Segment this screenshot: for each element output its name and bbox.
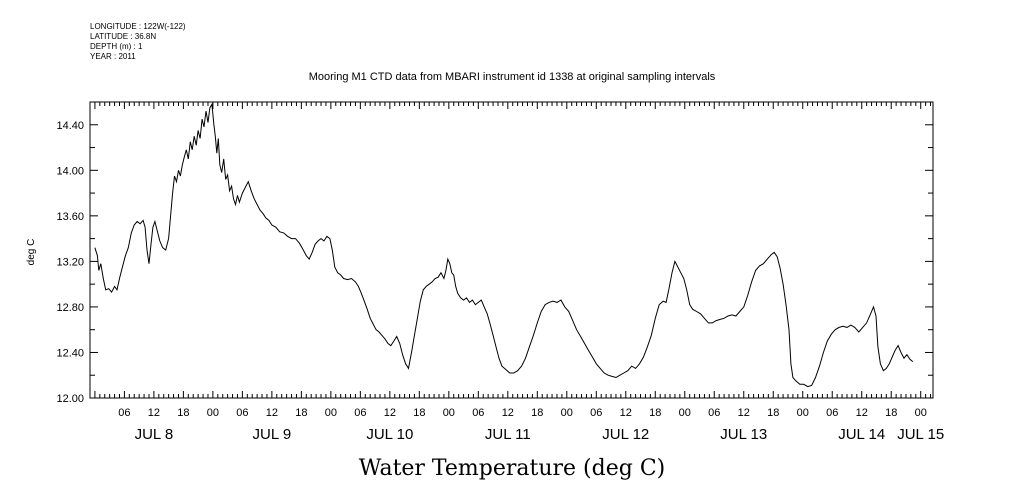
x-day-label: JUL 8	[135, 426, 174, 443]
y-tick-label: 12.00	[56, 393, 84, 405]
x-hour-label: 12	[856, 407, 868, 419]
x-hour-label: 18	[885, 407, 897, 419]
x-hour-label: 12	[738, 407, 750, 419]
x-hour-label: 00	[679, 407, 691, 419]
x-hour-label: 06	[472, 407, 484, 419]
x-hour-label: 12	[620, 407, 632, 419]
x-hour-label: 12	[502, 407, 514, 419]
x-hour-label: 06	[826, 407, 838, 419]
x-day-label: JUL 11	[485, 426, 531, 443]
axis-tick-labels: 12.00 12.40 12.80 13.20 13.60 14.00 14.40 06 12 1…	[56, 120, 944, 443]
x-hour-label: 18	[531, 407, 543, 419]
x-day-label: JUL 9	[253, 426, 292, 443]
x-hour-label: 06	[590, 407, 602, 419]
x-hour-label: 06	[118, 407, 130, 419]
x-hour-label: 00	[561, 407, 573, 419]
x-hour-label: 18	[649, 407, 661, 419]
x-hour-label: 18	[767, 407, 779, 419]
y-tick-label: 12.40	[56, 347, 84, 359]
x-day-label: JUL 15	[897, 426, 944, 443]
x-hour-label: 12	[384, 407, 396, 419]
longitude-label: LONGITUDE : 122W(-122)	[90, 22, 186, 31]
x-axis-label: Water Temperature (deg C)	[359, 456, 666, 481]
x-day-label: JUL 14	[838, 426, 885, 443]
x-hour-label: 00	[443, 407, 455, 419]
x-hour-label: 06	[708, 407, 720, 419]
x-day-label: JUL 12	[602, 426, 649, 443]
x-hour-label: 00	[797, 407, 809, 419]
y-tick-label: 14.00	[56, 165, 84, 177]
y-tick-label: 13.20	[56, 256, 84, 268]
axis-ticks	[89, 101, 933, 399]
year-label: YEAR : 2011	[90, 52, 136, 61]
x-hour-label: 00	[207, 407, 219, 419]
plot-frame	[89, 101, 934, 399]
x-hour-label: 18	[295, 407, 307, 419]
y-tick-label: 13.60	[56, 211, 84, 223]
y-tick-label: 12.80	[56, 302, 84, 314]
x-hour-label: 18	[413, 407, 425, 419]
depth-label: DEPTH (m) : 1	[90, 42, 143, 51]
x-day-label: JUL 13	[720, 426, 767, 443]
x-hour-label: 06	[236, 407, 248, 419]
x-day-label: JUL 10	[366, 426, 413, 443]
x-hour-label: 12	[148, 407, 160, 419]
y-tick-label: 14.40	[56, 120, 84, 132]
x-hour-label: 00	[915, 407, 927, 419]
x-hour-label: 06	[354, 407, 366, 419]
chart-title: Mooring M1 CTD data from MBARI instrumen…	[309, 71, 716, 83]
x-hour-label: 12	[266, 407, 278, 419]
x-hour-label: 00	[325, 407, 337, 419]
latitude-label: LATITUDE : 36.8N	[90, 32, 157, 41]
y-axis-label: deg C	[26, 239, 37, 266]
x-hour-label: 18	[177, 407, 189, 419]
water-temperature-line	[94, 102, 914, 388]
metadata-block: LONGITUDE : 122W(-122) LATITUDE : 36.8N …	[90, 22, 186, 62]
